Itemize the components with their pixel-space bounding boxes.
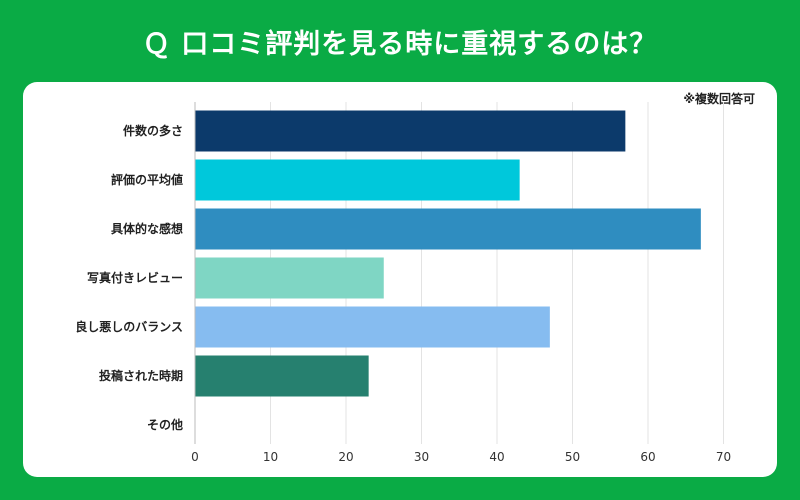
category-label: 良し悪しのバランス <box>75 319 183 334</box>
x-tick-label: 60 <box>640 450 655 464</box>
category-label: 写真付きレビュー <box>87 270 183 285</box>
multiple-answers-note: ※複数回答可 <box>683 92 755 106</box>
bar <box>195 110 626 152</box>
x-tick-label: 30 <box>414 450 429 464</box>
x-tick-label: 20 <box>338 450 353 464</box>
chart-card: ※複数回答可 件数の多さ評価の平均値 具体的な感想写真付きレビュー良し悪しのバラン… <box>23 82 777 477</box>
category-label: 投稿された時期 <box>99 368 183 383</box>
x-tick-label: 70 <box>716 450 731 464</box>
bar <box>195 159 520 201</box>
x-tick-label: 0 <box>191 450 199 464</box>
tick-labels: 0 10 20 30 40 50 60 70 <box>191 450 731 464</box>
bar-chart: 件数の多さ評価の平均値具体的な感想写真付きレビュー良し悪しのバランス投稿された時… <box>75 102 731 464</box>
bars <box>195 110 701 397</box>
bar <box>195 355 369 397</box>
category-label: その他 <box>147 417 183 432</box>
category-label: 具体的な感想 <box>111 221 183 236</box>
bar <box>195 306 550 348</box>
bar <box>195 208 701 250</box>
x-tick-label: 10 <box>263 450 278 464</box>
category-labels: 件数の多さ評価の平均値具体的な感想写真付きレビュー良し悪しのバランス投稿された時… <box>75 123 183 432</box>
x-tick-label: 40 <box>489 450 504 464</box>
category-label: 評価の平均値 <box>111 172 183 187</box>
bar <box>195 257 384 299</box>
category-label: 件数の多さ <box>123 123 183 138</box>
chart-title: Ｑ 口コミ評判を見る時に重視するのは？ <box>142 28 658 60</box>
x-tick-label: 50 <box>565 450 580 464</box>
